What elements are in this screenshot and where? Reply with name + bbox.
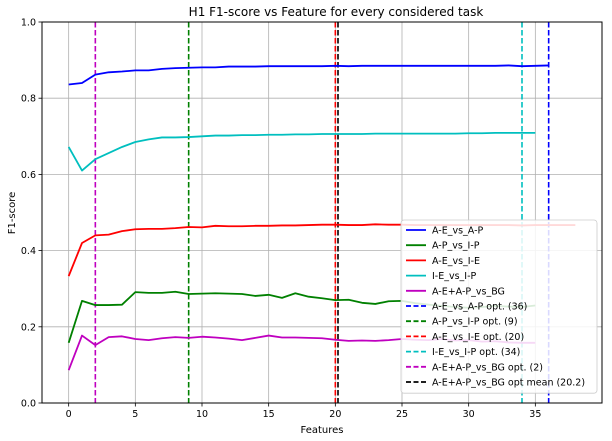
x-tick-label: 0 [66,409,72,420]
x-tick-label: 15 [263,409,275,420]
legend-label: A-E+A-P_vs_BG opt mean (20.2) [432,378,585,389]
x-tick-label: 25 [396,409,408,420]
x-tick-label: 35 [529,409,541,420]
y-tick-label: 0.0 [21,399,36,410]
legend-label: A-E_vs_I-E opt. (20) [432,332,524,343]
legend-label: A-E+A-P_vs_BG [432,286,505,297]
legend-label: A-P_vs_I-P [432,241,480,252]
y-axis-label: F1-score [7,192,18,235]
chart-title: H1 F1-score vs Feature for every conside… [189,5,484,19]
y-tick-label: 0.2 [21,322,36,333]
y-tick-label: 0.8 [21,94,36,105]
y-tick-label: 1.0 [21,18,36,29]
legend-label: A-P_vs_I-P opt. (9) [432,317,518,328]
legend-label: I-E_vs_I-P opt. (34) [432,347,520,358]
y-axis-ticks: 0.0 0.2 0.4 0.6 0.8 1.0 [21,18,42,410]
x-tick-label: 10 [196,409,208,420]
y-tick-label: 0.6 [21,170,36,181]
legend: A-E_vs_A-P A-P_vs_I-P A-E_vs_I-E I-E_vs_I-P… [400,219,598,394]
x-tick-label: 5 [132,409,138,420]
legend-box [400,219,598,394]
plot-frame [41,21,603,404]
legend-label: A-E+A-P_vs_BG opt. (2) [432,362,543,373]
y-tick-label: 0.4 [21,246,36,257]
legend-label: I-E_vs_I-P [432,271,477,282]
x-axis-ticks: 0 5 10 15 20 25 30 35 [66,403,541,420]
series-line [67,131,536,172]
legend-label: A-E_vs_I-E [432,256,480,267]
series-line [68,64,549,86]
x-tick-label: 30 [463,409,475,420]
x-axis-label: Features [301,425,344,436]
legend-label: A-E_vs_A-P opt. (36) [432,302,527,313]
x-tick-label: 20 [329,409,341,420]
legend-label: A-E_vs_A-P [432,226,484,237]
